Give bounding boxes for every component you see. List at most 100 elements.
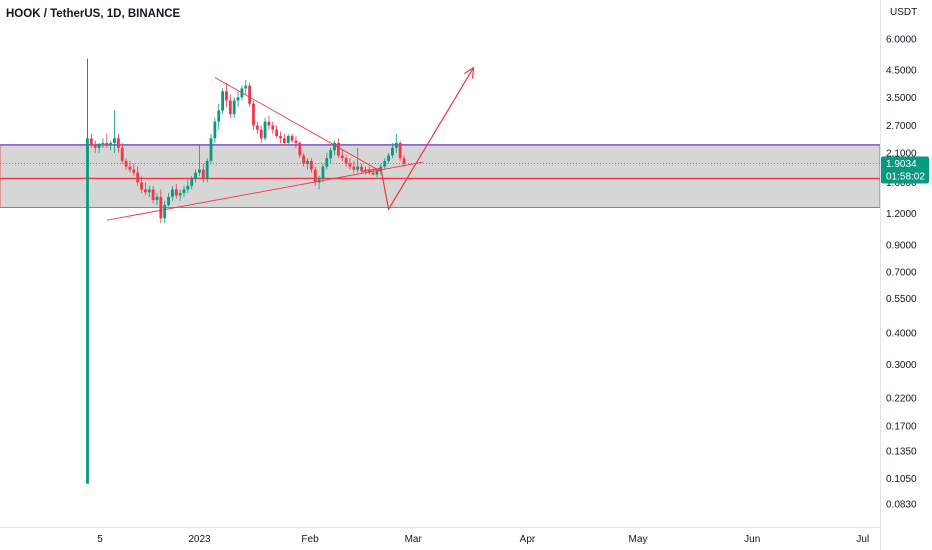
candle[interactable]	[120, 142, 124, 164]
candle[interactable]	[105, 133, 109, 148]
candle-body	[364, 169, 367, 171]
candle[interactable]	[155, 193, 159, 205]
candle[interactable]	[294, 136, 298, 148]
candle[interactable]	[286, 133, 290, 144]
candle[interactable]	[205, 158, 209, 183]
candle-body	[171, 189, 174, 197]
candle[interactable]	[159, 189, 163, 224]
candle[interactable]	[116, 133, 120, 153]
candle-body	[101, 142, 105, 144]
candle[interactable]	[298, 140, 302, 159]
candle[interactable]	[387, 152, 390, 164]
candle[interactable]	[313, 166, 317, 186]
candle-body	[225, 91, 228, 101]
candle-body	[182, 189, 186, 194]
trendline-ascending[interactable]	[106, 161, 424, 221]
candle[interactable]	[213, 117, 217, 143]
candle[interactable]	[97, 142, 101, 153]
candle[interactable]	[255, 121, 259, 134]
candle-body	[186, 185, 190, 190]
candle[interactable]	[225, 82, 228, 108]
candle[interactable]	[337, 138, 340, 159]
candle-body	[255, 125, 259, 130]
candle[interactable]	[333, 140, 336, 156]
candle[interactable]	[236, 91, 240, 108]
candle[interactable]	[391, 142, 394, 159]
candle[interactable]	[348, 158, 352, 170]
candle[interactable]	[309, 158, 313, 173]
candle[interactable]	[109, 140, 113, 151]
trendline-descending[interactable]	[214, 77, 382, 172]
candle[interactable]	[398, 140, 402, 161]
candle[interactable]	[232, 97, 236, 118]
candle-body	[124, 160, 128, 167]
price-tick-label: 2.7000	[886, 121, 917, 132]
candle[interactable]	[340, 150, 344, 161]
candle[interactable]	[140, 175, 143, 194]
candle[interactable]	[93, 140, 97, 153]
candle[interactable]	[190, 175, 194, 190]
candle[interactable]	[113, 110, 116, 153]
candle[interactable]	[290, 133, 294, 143]
candle[interactable]	[279, 131, 282, 143]
candle[interactable]	[352, 160, 356, 173]
candle[interactable]	[325, 152, 329, 170]
candle-body	[383, 160, 387, 167]
candle[interactable]	[201, 163, 205, 183]
candle[interactable]	[259, 125, 263, 143]
candle[interactable]	[89, 133, 93, 148]
candle[interactable]	[267, 115, 271, 130]
candle[interactable]	[329, 147, 333, 164]
candle[interactable]	[402, 155, 406, 167]
supply-demand-zone[interactable]	[0, 144, 881, 208]
candle[interactable]	[182, 185, 186, 197]
candle[interactable]	[194, 169, 197, 183]
candle[interactable]	[132, 163, 136, 176]
candle[interactable]	[144, 182, 147, 196]
candle[interactable]	[128, 160, 132, 173]
candle[interactable]	[383, 158, 387, 170]
price-tick-label: 4.5000	[886, 66, 917, 77]
candle[interactable]	[186, 179, 190, 194]
candle[interactable]	[171, 185, 174, 201]
price-tick-label: 0.0830	[886, 499, 917, 510]
price-tick-label: 0.9000	[886, 240, 917, 251]
candle-body	[151, 189, 155, 201]
candle[interactable]	[306, 158, 309, 170]
candle[interactable]	[244, 80, 248, 95]
candle[interactable]	[275, 125, 279, 139]
candle[interactable]	[101, 138, 105, 148]
candle[interactable]	[124, 158, 128, 170]
price-tick-label: 0.3000	[886, 360, 917, 371]
candle[interactable]	[302, 152, 306, 167]
candle[interactable]	[282, 133, 286, 146]
candle[interactable]	[147, 185, 151, 197]
candle[interactable]	[167, 193, 170, 207]
candle[interactable]	[248, 82, 252, 108]
projection-path[interactable]	[361, 67, 475, 211]
candle[interactable]	[221, 88, 224, 115]
candle[interactable]	[174, 183, 178, 199]
candle[interactable]	[136, 166, 140, 186]
candle[interactable]	[394, 133, 398, 153]
candle[interactable]	[86, 58, 89, 484]
candle-body	[109, 142, 113, 146]
candle[interactable]	[344, 155, 348, 167]
candle[interactable]	[321, 163, 325, 183]
candle[interactable]	[178, 189, 182, 201]
candle[interactable]	[263, 117, 267, 141]
candle-body	[282, 138, 286, 143]
projection-arrowhead	[463, 66, 475, 79]
candle[interactable]	[151, 185, 155, 204]
candle[interactable]	[228, 94, 232, 118]
candle[interactable]	[217, 103, 221, 130]
candle-body	[325, 158, 329, 167]
candle[interactable]	[163, 200, 167, 224]
price-tick-label: 6.0000	[886, 34, 917, 45]
candle[interactable]	[198, 145, 201, 176]
candle[interactable]	[252, 100, 255, 130]
candle[interactable]	[209, 133, 213, 164]
candle[interactable]	[271, 121, 275, 134]
candle[interactable]	[356, 147, 360, 173]
